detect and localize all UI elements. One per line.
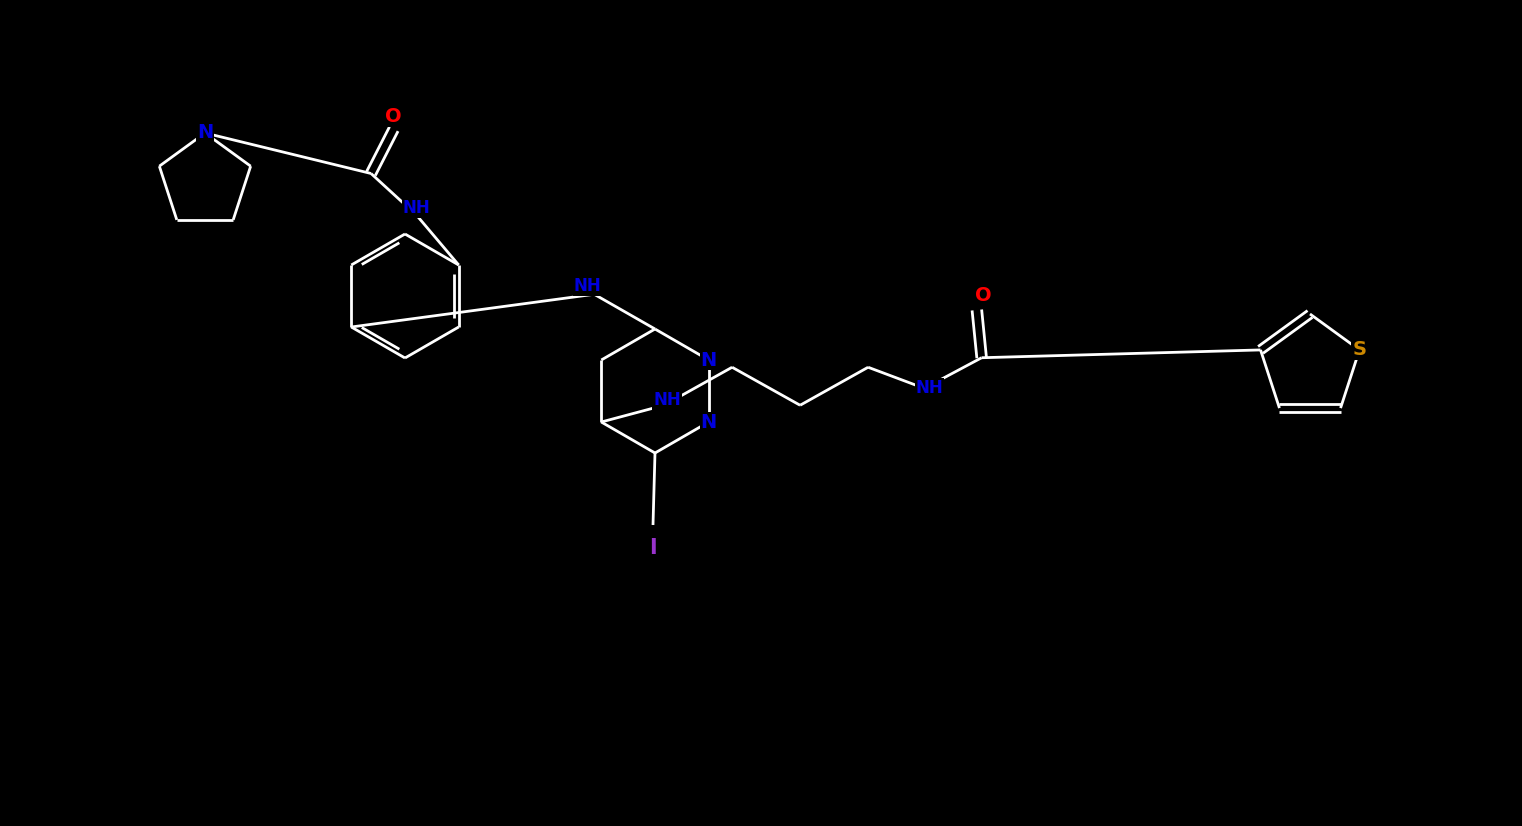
Text: I: I xyxy=(650,538,658,558)
Text: NH: NH xyxy=(574,278,601,295)
Text: O: O xyxy=(974,287,991,306)
Text: S: S xyxy=(1353,340,1367,359)
Text: NH: NH xyxy=(653,392,680,409)
Text: N: N xyxy=(700,412,717,431)
Text: NH: NH xyxy=(403,199,431,217)
Text: O: O xyxy=(385,107,402,126)
Text: NH: NH xyxy=(915,379,944,397)
Text: N: N xyxy=(700,350,717,369)
Text: N: N xyxy=(196,124,213,143)
